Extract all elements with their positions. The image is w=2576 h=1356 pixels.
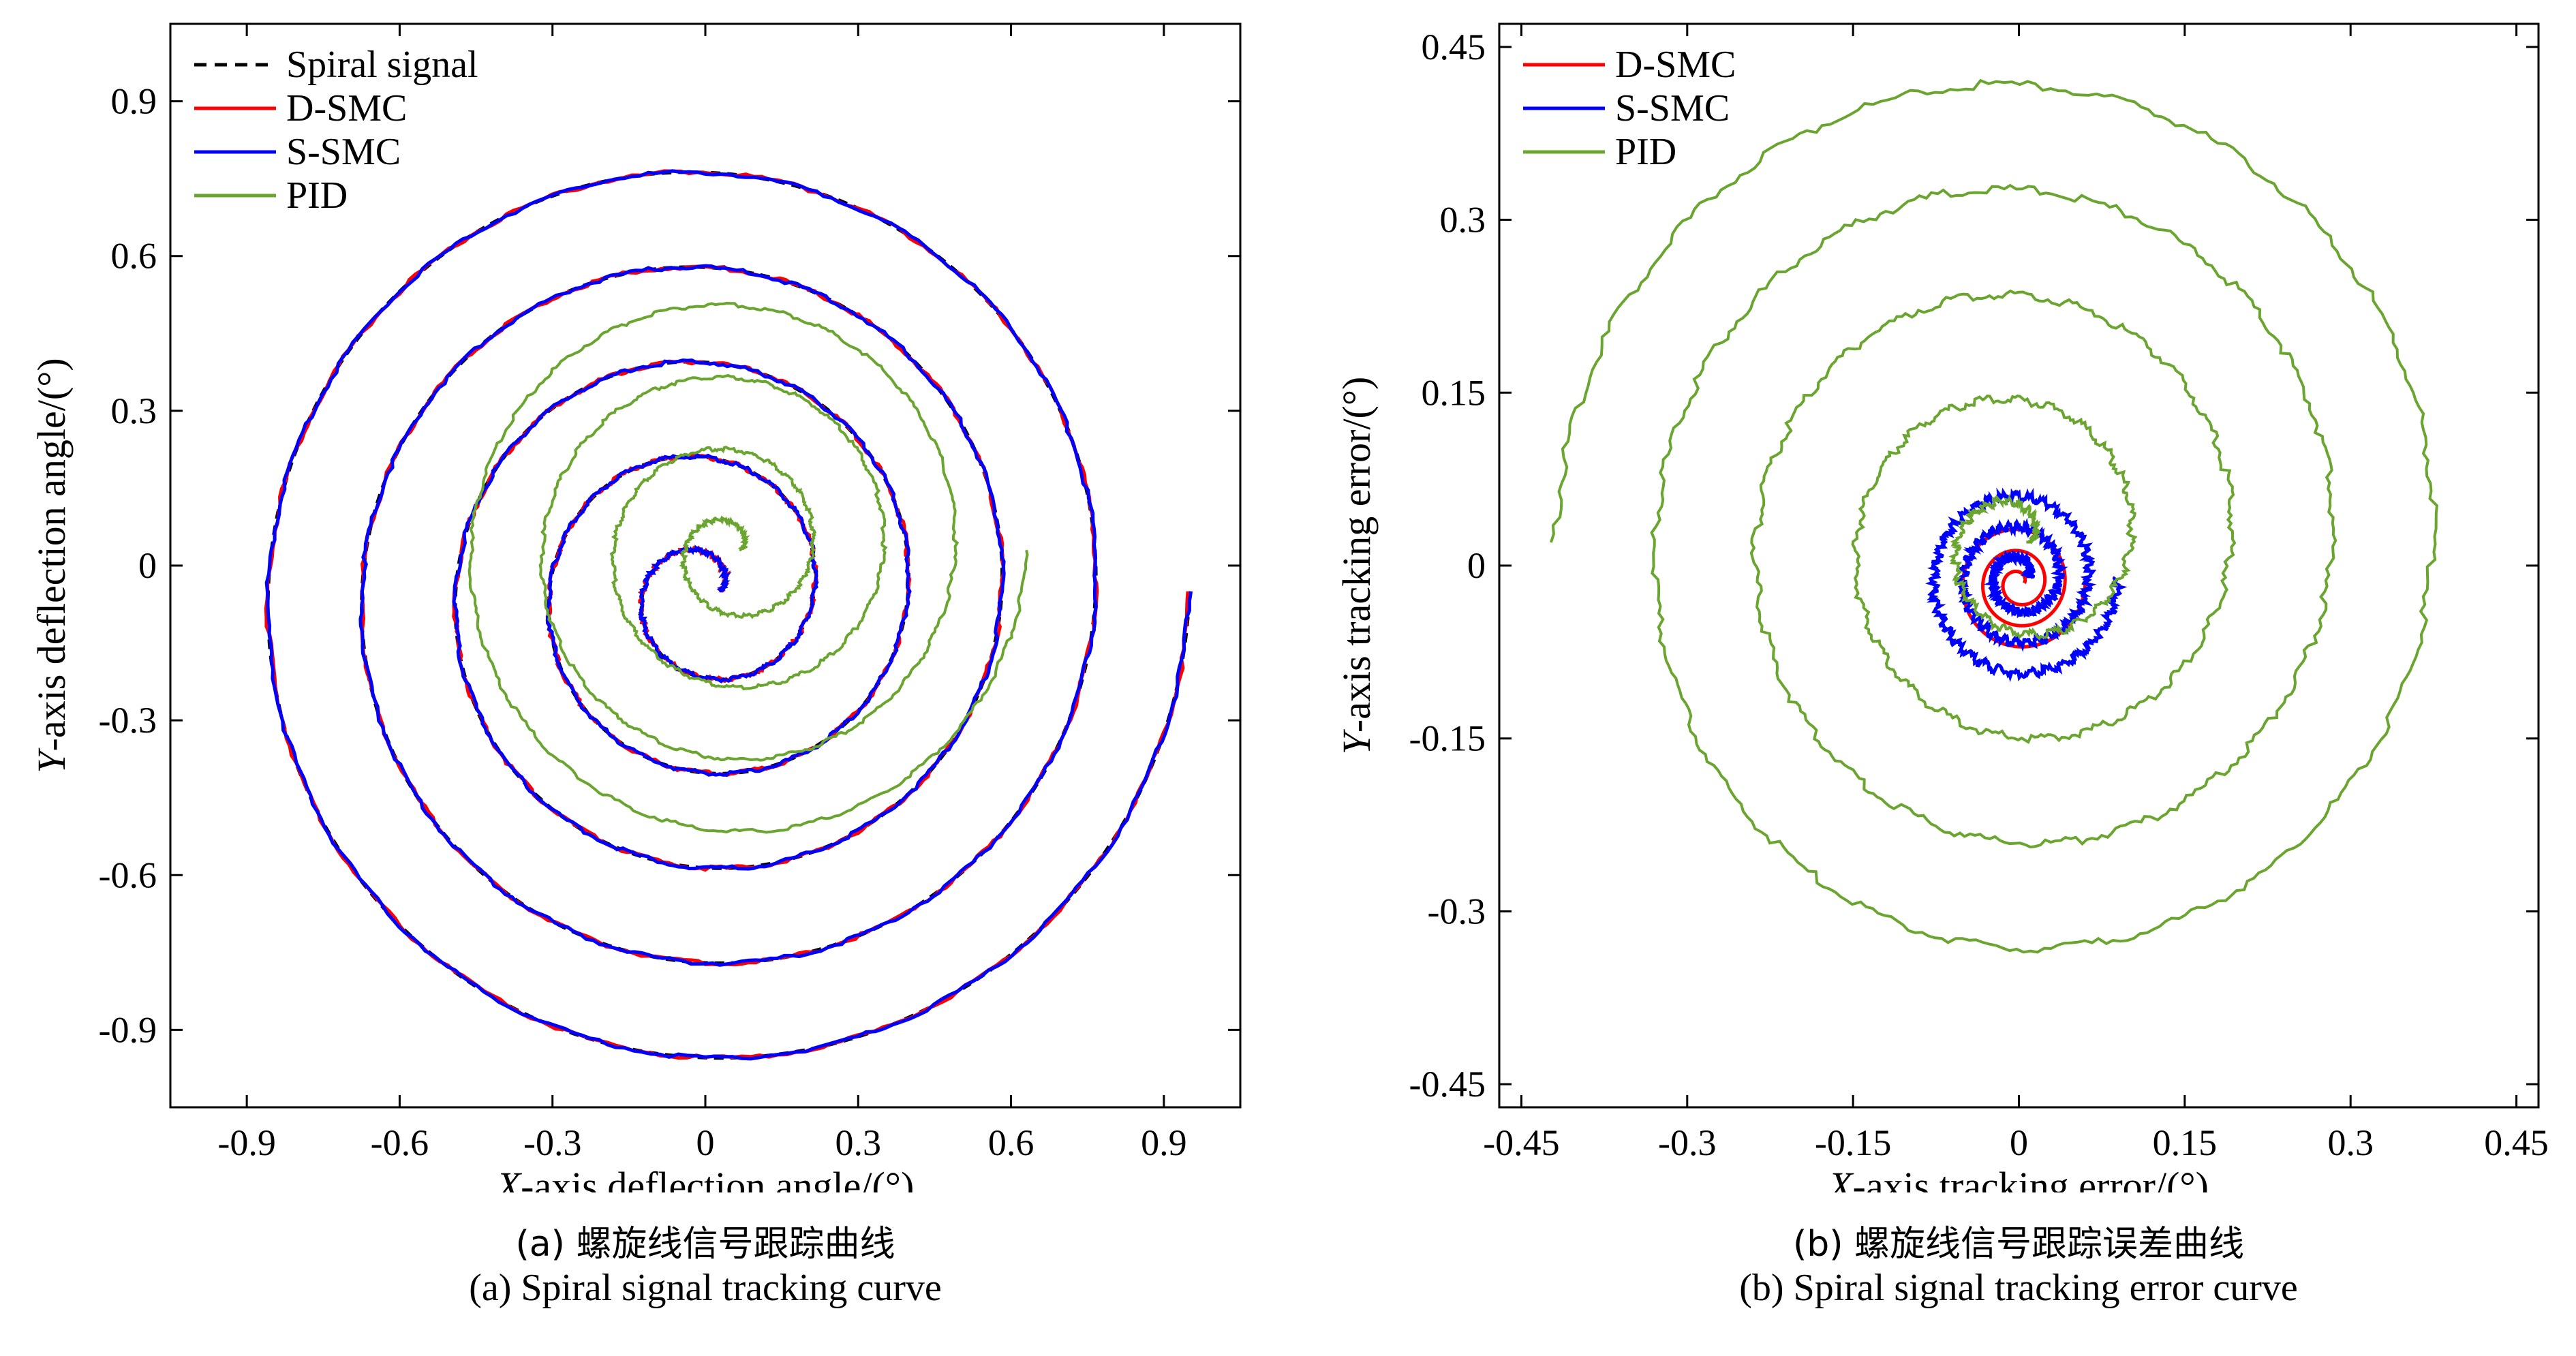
x-tick-label: 0.9 [1141,1122,1187,1163]
caption-b: (b) 螺旋线信号跟踪误差曲线 (b) Spiral signal tracki… [1473,1223,2564,1312]
legend-label: D-SMC [286,87,407,129]
x-tick-label: 0 [2010,1122,2028,1163]
x-tick-label: 0.3 [835,1122,882,1163]
plot-frame-b [1498,22,2540,1109]
axis-ticks-a: -0.9 -0.6 -0.3 0 0.3 0.6 0.9 0.9 0.6 0.3 0 -0.3 -0.6… [99,24,1240,1163]
series-pid-line [1549,78,2438,954]
y-tick-label: 0.9 [111,81,157,122]
y-axis-label-a: Y-axis deflection angle/(°) [29,358,74,773]
series-group-a [264,169,1193,1061]
series-s-smc-line [1925,487,2128,683]
y-tick-label: -0.6 [99,854,157,895]
caption-a: (a) 螺旋线信号跟踪曲线 (a) Spiral signal tracking… [160,1223,1251,1312]
legend-label: Spiral signal [286,44,478,86]
figure-canvas: -0.9 -0.6 -0.3 0 0.3 0.6 0.9 0.9 0.6 0.3 0 -0.3 -0.6… [29,22,2549,1192]
chart-panel-b: -0.45 -0.3 -0.15 0 0.15 0.3 0.45 0.45 0.3 0.15 0 -0… [1334,22,2549,1192]
legend-label: D-SMC [1615,44,1736,86]
y-tick-label: 0.15 [1422,372,1486,413]
y-tick-label: 0.3 [111,390,157,431]
x-tick-label: 0 [696,1122,715,1163]
chart-panel-a: -0.9 -0.6 -0.3 0 0.3 0.6 0.9 0.9 0.6 0.3 0 -0.3 -0.6… [29,22,1242,1192]
y-tick-label: 0.3 [1440,200,1486,241]
caption-b-english: (b) Spiral signal tracking error curve [1739,1267,2298,1310]
series-s-smc-line [264,169,1193,1061]
series-group-b [1549,78,2438,954]
x-tick-label: 0.15 [2153,1122,2218,1163]
legend-label: PID [286,174,348,217]
legend-label: S-SMC [286,131,401,173]
y-tick-label: 0.6 [111,236,157,277]
legend-label: S-SMC [1615,87,1730,129]
legend-label: PID [1615,131,1676,173]
y-tick-label: 0.45 [1422,27,1486,67]
series-pid-line [467,301,1029,834]
caption-b-chinese: (b) 螺旋线信号跟踪误差曲线 [1792,1224,2245,1265]
x-tick-label: -0.9 [217,1122,275,1163]
x-tick-label: 0.3 [2327,1122,2374,1163]
x-tick-label: -0.3 [523,1122,581,1163]
x-tick-label: -0.3 [1658,1122,1716,1163]
x-tick-label: -0.15 [1815,1122,1891,1163]
y-tick-label: -0.15 [1409,718,1486,759]
y-tick-label: -0.9 [99,1009,157,1050]
x-axis-label-a: X-axis deflection angle/(°) [495,1164,915,1192]
caption-a-english: (a) Spiral signal tracking curve [469,1267,942,1310]
x-tick-label: 0.45 [2484,1122,2549,1163]
y-tick-label: 0 [1467,545,1486,586]
x-axis-label-b: X-axis tracking error/(°) [1827,1164,2209,1192]
y-tick-label: 0 [138,545,157,586]
caption-a-chinese: (a) 螺旋线信号跟踪曲线 [515,1224,895,1265]
x-tick-label: 0.6 [988,1122,1034,1163]
x-tick-label: -0.45 [1483,1122,1559,1163]
y-axis-label-b: Y-axis tracking error/(°) [1334,377,1379,755]
axis-ticks-b: -0.45 -0.3 -0.15 0 0.15 0.3 0.45 0.45 0.3 0.15 0 -0… [1409,24,2549,1163]
x-tick-label: -0.6 [371,1122,429,1163]
y-tick-label: -0.45 [1409,1064,1486,1105]
y-tick-label: -0.3 [99,700,157,741]
y-tick-label: -0.3 [1428,891,1486,931]
